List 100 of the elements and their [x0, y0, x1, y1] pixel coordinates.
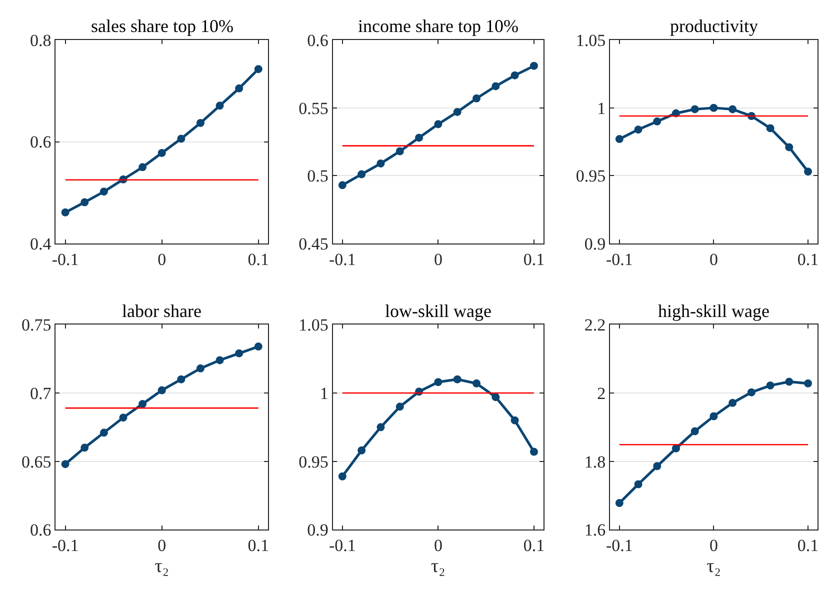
x-tick-label: 0.1 — [248, 250, 270, 269]
point — [785, 143, 794, 152]
y-tick-label: 0.9 — [584, 234, 606, 254]
point — [158, 386, 166, 394]
point — [358, 446, 366, 454]
point — [415, 134, 424, 142]
point — [804, 168, 812, 176]
y-tick-label: 0.95 — [576, 166, 606, 186]
point — [710, 104, 718, 112]
point — [396, 147, 404, 156]
x-tick-label: 0.1 — [248, 536, 270, 556]
point — [158, 148, 166, 157]
point — [396, 402, 404, 411]
point — [690, 427, 699, 436]
y-tick-label: 0.6 — [307, 31, 328, 50]
x-tick-label: 0 — [158, 536, 166, 556]
chart-title: labor share — [122, 301, 202, 321]
y-tick-label: 0.45 — [298, 234, 328, 254]
point — [747, 388, 756, 396]
point — [510, 71, 519, 80]
point — [254, 65, 262, 74]
chart-title: income share top 10% — [358, 16, 518, 36]
x-tick-label: 0 — [434, 250, 442, 269]
y-tick-label: 1.05 — [576, 31, 606, 50]
y-tick-label: 0.95 — [298, 452, 328, 472]
point — [100, 188, 108, 196]
y-tick-label: 1 — [320, 384, 328, 403]
y-tick-label: 1.05 — [298, 316, 328, 335]
y-tick-label: 0.8 — [30, 31, 52, 50]
point — [100, 428, 108, 437]
point — [766, 124, 774, 132]
x-tick-label: -0.1 — [606, 250, 633, 269]
x-tick-label: -0.1 — [52, 536, 79, 556]
point — [615, 135, 624, 144]
x-tick-label: 0.1 — [523, 250, 545, 269]
point — [216, 356, 224, 364]
chart-title: sales share top 10% — [91, 16, 234, 36]
point — [766, 381, 774, 390]
point — [235, 84, 244, 92]
x-tick-label: -0.1 — [52, 250, 79, 269]
point — [80, 444, 89, 452]
x-tick-label: 0.1 — [523, 536, 545, 556]
point — [177, 375, 186, 384]
point — [710, 412, 718, 420]
point — [672, 444, 680, 452]
point — [690, 105, 699, 114]
point — [80, 198, 89, 206]
x-tick-label: 0 — [709, 250, 718, 269]
point — [216, 102, 224, 110]
x-tick-label: 0 — [709, 536, 718, 556]
y-tick-label: 0.65 — [22, 452, 52, 472]
point — [434, 378, 442, 386]
point — [804, 379, 812, 388]
x-tick-label: 0 — [434, 536, 442, 556]
point — [196, 364, 204, 372]
point — [177, 134, 186, 143]
point — [510, 416, 519, 424]
point — [138, 400, 147, 408]
x-axis-title: τ₂ — [154, 556, 169, 577]
y-tick-label: 0.75 — [22, 316, 52, 335]
point — [472, 94, 481, 102]
y-tick-label: 2.2 — [584, 316, 606, 335]
point — [358, 170, 366, 178]
point — [530, 62, 538, 70]
x-tick-label: -0.1 — [328, 250, 356, 269]
point — [254, 342, 262, 351]
point — [615, 499, 624, 508]
point — [138, 163, 147, 172]
chart-title: low-skill wage — [385, 301, 492, 321]
chart-title: high-skill wage — [658, 301, 770, 321]
point — [453, 108, 462, 116]
x-tick-label: -0.1 — [606, 536, 633, 556]
y-tick-label: 0.5 — [307, 166, 328, 186]
x-tick-label: 0.1 — [797, 250, 819, 269]
point — [196, 118, 204, 127]
y-tick-label: 0.7 — [30, 384, 52, 403]
point — [61, 208, 70, 216]
point — [492, 393, 500, 402]
x-axis-title: τ₂ — [706, 556, 721, 577]
point — [61, 460, 70, 468]
y-tick-label: 2 — [597, 384, 606, 403]
point — [530, 448, 538, 456]
x-tick-label: 0 — [158, 250, 166, 269]
point — [653, 117, 662, 126]
y-tick-label: 0.6 — [30, 520, 52, 540]
x-tick-label: 0.1 — [797, 536, 819, 556]
point — [338, 181, 346, 190]
point — [785, 378, 794, 386]
point — [338, 472, 346, 480]
point — [492, 82, 500, 90]
point — [728, 398, 737, 407]
point — [634, 480, 642, 488]
y-tick-label: 1.6 — [584, 520, 606, 540]
point — [376, 159, 385, 168]
point — [453, 375, 462, 384]
y-tick-label: 1 — [597, 98, 606, 118]
point — [472, 379, 481, 388]
point — [119, 414, 128, 422]
x-axis-title: τ₂ — [431, 556, 446, 577]
y-tick-label: 0.9 — [307, 520, 328, 540]
